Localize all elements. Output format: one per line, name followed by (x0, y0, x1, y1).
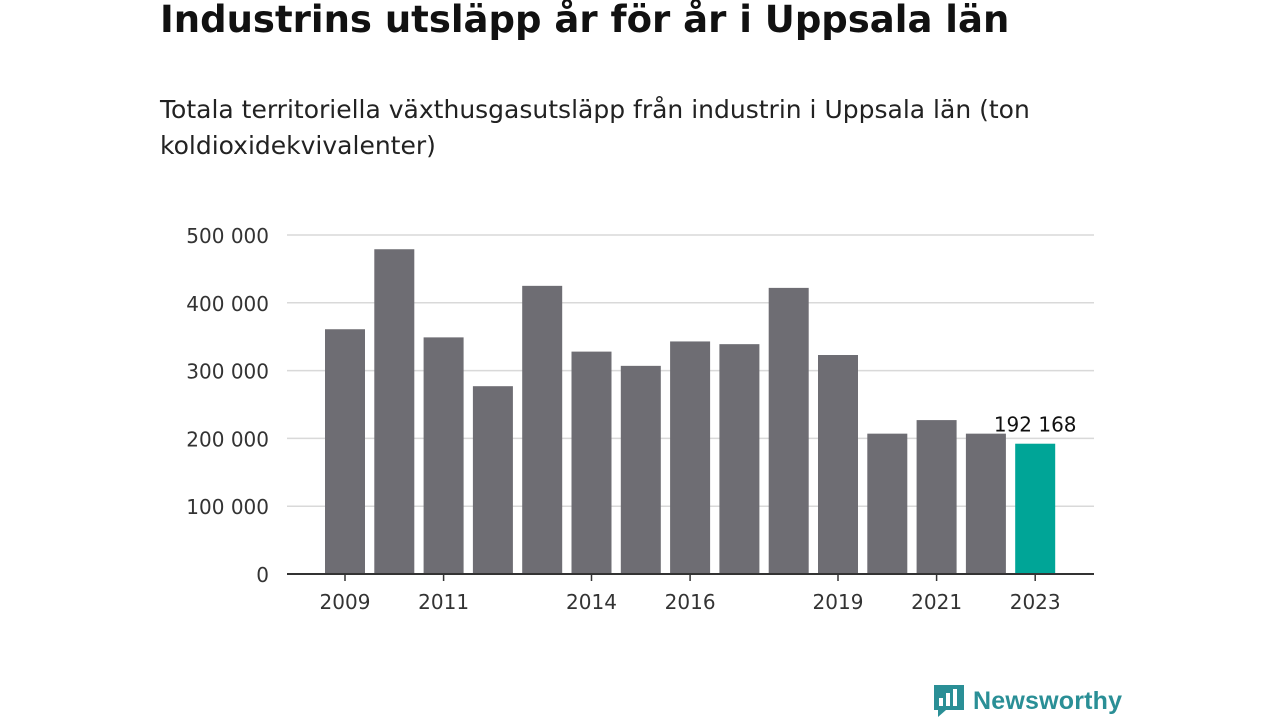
brand-logo[interactable]: Newsworthy (932, 682, 1122, 720)
newsworthy-logo-icon (934, 685, 964, 717)
bar-2010 (374, 249, 415, 574)
bar-2011 (423, 337, 464, 574)
y-tick-label: 200 000 (186, 427, 269, 451)
bars (325, 249, 1056, 574)
bar-2014 (571, 351, 612, 574)
x-tick-label: 2014 (566, 590, 617, 614)
bar-2016 (670, 341, 711, 574)
bar-2017 (719, 344, 760, 574)
axes (287, 573, 1094, 581)
bar-2018 (768, 287, 809, 574)
x-tick-label: 2021 (911, 590, 962, 614)
grid-lines (287, 234, 1094, 507)
bar-2013 (522, 285, 563, 574)
x-tick-label: 2011 (418, 590, 469, 614)
bar-2020 (867, 433, 908, 574)
bar-2022 (965, 433, 1006, 574)
chart-title: Industrins utsläpp år för år i Uppsala l… (160, 0, 1010, 41)
bar-2012 (472, 386, 513, 574)
data-label: 192 168 (994, 413, 1077, 437)
y-tick-label: 100 000 (186, 495, 269, 519)
x-tick-label: 2023 (1010, 590, 1061, 614)
y-tick-label: 0 (256, 563, 269, 587)
x-tick-label: 2019 (813, 590, 864, 614)
bar-2015 (620, 365, 661, 574)
chart-subtitle: Totala territoriella växthusgasutsläpp f… (160, 95, 1030, 160)
bar-2021 (916, 420, 957, 574)
y-tick-label: 500 000 (186, 224, 269, 248)
bar-2009 (325, 329, 365, 574)
x-tick-label: 2009 (320, 590, 371, 614)
bar-2023 (1015, 443, 1056, 574)
y-tick-label: 300 000 (186, 360, 269, 384)
y-tick-label: 400 000 (186, 292, 269, 316)
brand-name: Newsworthy (973, 686, 1123, 715)
bar-2019 (818, 355, 858, 574)
x-tick-label: 2016 (665, 590, 716, 614)
axis-labels: 0 100 000 200 000 300 000 400 000 500 000 192 … (186, 224, 1076, 614)
